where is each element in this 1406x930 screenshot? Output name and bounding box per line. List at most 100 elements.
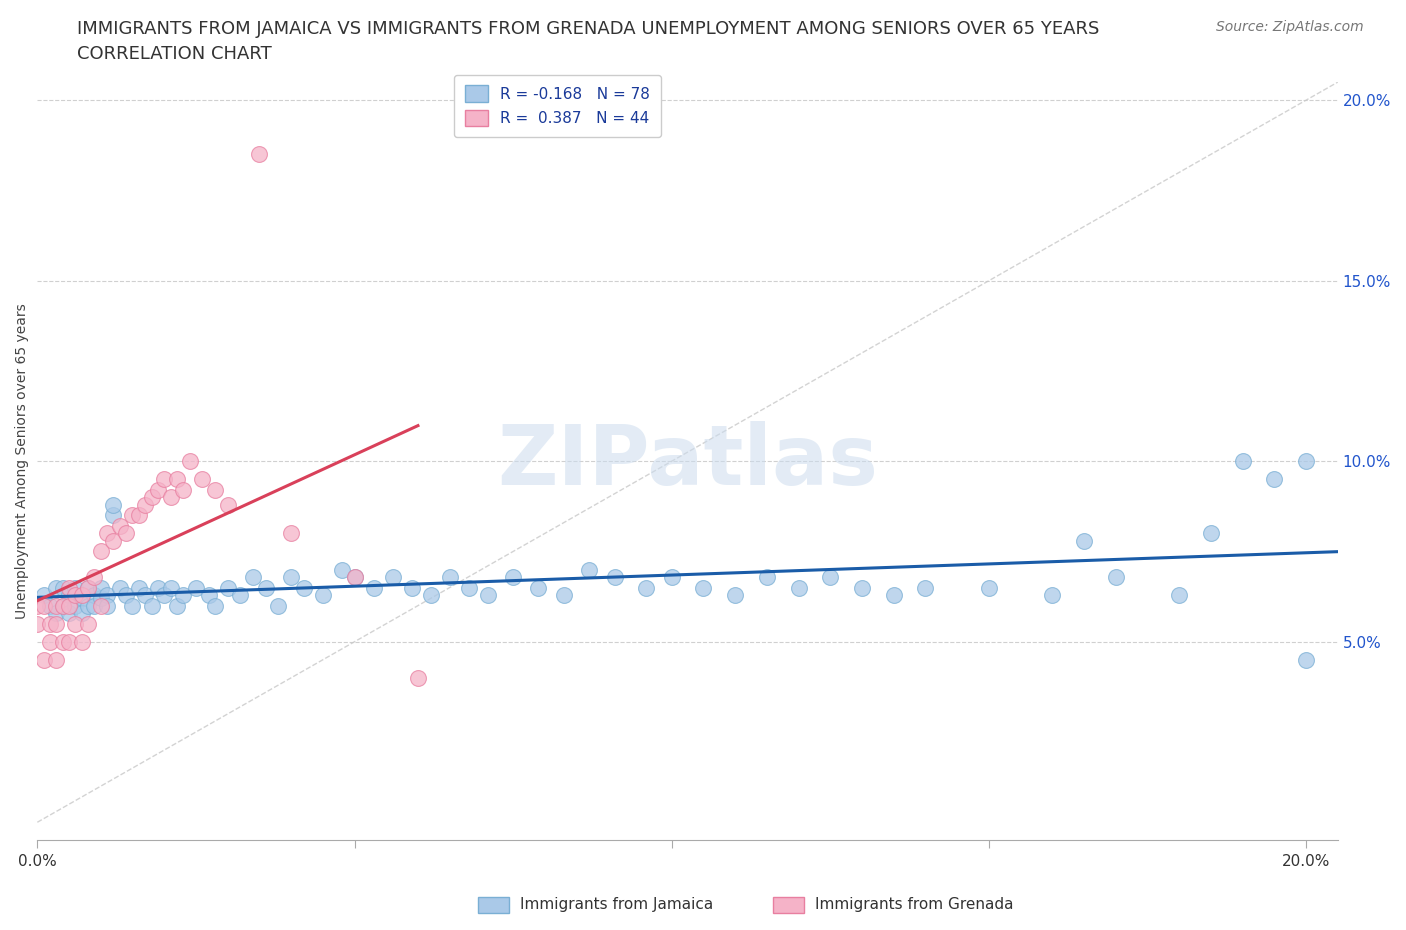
Point [914,580,936,595]
Point [32,652,55,667]
Point [70,634,93,649]
Point [159,490,181,505]
Point [247,147,270,162]
Point [103,498,125,512]
Point [578,562,600,577]
Point [153,588,176,603]
Point [32,598,55,613]
Point [77,598,100,613]
Point [502,569,524,584]
Point [146,483,169,498]
Point [153,472,176,486]
Point [280,569,302,584]
Point [1040,588,1063,603]
Point [70,591,93,605]
Point [636,580,658,595]
Point [217,498,239,512]
Point [96,526,118,541]
Point [603,569,626,584]
Point [45,652,67,667]
Point [134,588,156,603]
Point [96,598,118,613]
Point [141,490,163,505]
Point [58,588,80,603]
Point [217,580,239,595]
Point [121,508,143,523]
Point [406,671,429,685]
Point [851,580,873,595]
Point [159,580,181,595]
Text: IMMIGRANTS FROM JAMAICA VS IMMIGRANTS FROM GRENADA UNEMPLOYMENT AMONG SENIORS OV: IMMIGRANTS FROM JAMAICA VS IMMIGRANTS FR… [77,20,1099,38]
Point [83,598,105,613]
Point [172,588,194,603]
Point [58,580,80,595]
Point [141,598,163,613]
Point [27,598,49,613]
Point [90,580,112,595]
Point [204,598,226,613]
Point [115,588,138,603]
Point [179,454,201,469]
Point [90,544,112,559]
Point [52,634,75,649]
Point [343,569,366,584]
Point [58,598,80,613]
Point [197,588,219,603]
Point [292,580,315,595]
Point [1199,526,1222,541]
Point [1295,652,1317,667]
Point [108,519,131,534]
Point [166,472,188,486]
Point [77,617,100,631]
Point [77,580,100,595]
Point [103,533,125,548]
Point [103,508,125,523]
Point [401,580,423,595]
Point [39,617,62,631]
Point [363,580,385,595]
Point [70,588,93,603]
Point [280,526,302,541]
Point [527,580,550,595]
Point [70,605,93,620]
Point [39,598,62,613]
Point [96,588,118,603]
Point [184,580,207,595]
Point [330,562,353,577]
Point [1263,472,1285,486]
Point [172,483,194,498]
Point [115,526,138,541]
Point [45,605,67,620]
Y-axis label: Unemployment Among Seniors over 65 years: Unemployment Among Seniors over 65 years [15,303,30,619]
Point [191,472,214,486]
Legend: R = -0.168   N = 78, R =  0.387   N = 44: R = -0.168 N = 78, R = 0.387 N = 44 [454,74,661,137]
Text: CORRELATION CHART: CORRELATION CHART [77,45,273,62]
Point [65,617,87,631]
Point [65,580,87,595]
Point [45,598,67,613]
Text: Immigrants from Grenada: Immigrants from Grenada [815,897,1014,912]
Point [45,580,67,595]
Point [52,580,75,595]
Point [108,580,131,595]
Point [1295,454,1317,469]
Point [128,508,150,523]
Point [229,588,252,603]
Text: Source: ZipAtlas.com: Source: ZipAtlas.com [1216,20,1364,34]
Point [477,588,499,603]
Text: Immigrants from Jamaica: Immigrants from Jamaica [520,897,713,912]
Point [755,569,778,584]
Point [52,598,75,613]
Point [65,598,87,613]
Point [1073,533,1095,548]
Point [58,634,80,649]
Point [1105,569,1128,584]
Point [52,598,75,613]
Point [381,569,404,584]
Point [787,580,810,595]
Point [267,598,290,613]
Point [692,580,714,595]
Point [724,588,747,603]
Point [166,598,188,613]
Point [32,588,55,603]
